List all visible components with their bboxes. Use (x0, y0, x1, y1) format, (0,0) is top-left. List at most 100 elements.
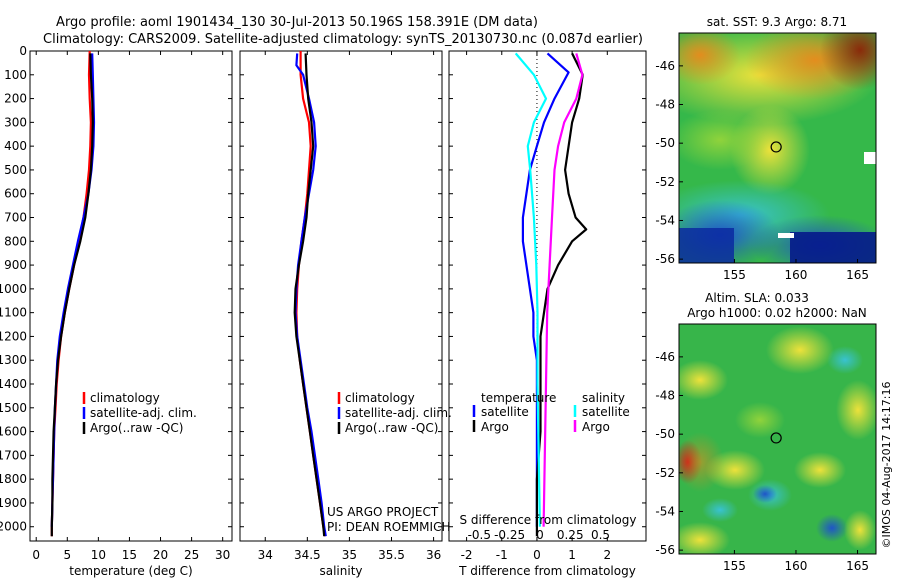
y-tick-label: 100 (4, 68, 27, 82)
sla-blob (836, 380, 876, 440)
legend-title-salinity: salinity (582, 391, 625, 405)
plot-frame (29, 50, 233, 542)
legend-label-sal-satellite: satellite (582, 405, 630, 419)
x-tick-label: 5 (63, 548, 71, 562)
salinity-panel: 34 34.5 35 35.5 36 salinity (239, 50, 443, 578)
difference-panel: -2 -1 0 1 2 -0.5 -0.25 0 0.25 0.5 T difference fro… (448, 50, 647, 578)
sla-blob (735, 402, 785, 438)
x-tick-label: 0 (533, 548, 541, 562)
x-tick-label: 35.5 (378, 548, 405, 562)
top-tick-label: 0 (536, 528, 544, 542)
lat-tick-label: -52 (655, 466, 675, 480)
series-line (50, 53, 94, 537)
lat-tick-label: -52 (655, 175, 675, 189)
sla-map-title-line1: Altim. SLA: 0.033 (705, 291, 809, 305)
x-tick-label: 25 (184, 548, 199, 562)
sla-map-title-line2: Argo h1000: 0.02 h2000: NaN (687, 306, 867, 320)
sst-mid-light (679, 110, 770, 170)
x-axis-label: salinity (319, 564, 362, 578)
sla-blob (702, 498, 738, 522)
sla-blob (679, 522, 730, 554)
top-tick-label: 0.25 (557, 528, 584, 542)
y-tick-label: 500 (4, 163, 27, 177)
lat-tick-label: -56 (655, 252, 675, 266)
sla-map-frame (678, 323, 877, 555)
sst-missing-patch (864, 152, 876, 164)
y-tick-label: 1100 (0, 306, 27, 320)
series-line (50, 53, 96, 527)
x-tick-label: 34.5 (294, 548, 321, 562)
y-tick-label: 1700 (0, 448, 27, 462)
sst-map-title: sat. SST: 9.3 Argo: 8.71 (707, 15, 847, 29)
temperature-panel: 0100200300400500600700800900100011001200… (0, 44, 233, 578)
legend-label-argo: Argo(..raw -QC) (90, 421, 183, 435)
y-tick-label: 800 (4, 234, 27, 248)
sla-blob (827, 346, 863, 374)
sla-blob (766, 326, 834, 374)
x-tick-label: 35 (342, 548, 357, 562)
series-line (293, 53, 326, 537)
y-tick-label: 0 (19, 44, 27, 58)
x-axis-label: T difference from climatology (458, 564, 636, 578)
lon-tick-label: 160 (785, 268, 808, 282)
legend-label-satellite-adj: satellite-adj. clim. (90, 406, 197, 420)
legend-label-argo: Argo(..raw -QC) (345, 421, 438, 435)
lon-tick-label: 165 (846, 268, 869, 282)
lat-tick-label: -46 (655, 59, 675, 73)
legend-label-sal-argo: Argo (582, 420, 610, 434)
salinity-legend: climatology satellite-adj. clim. Argo(..… (337, 391, 452, 435)
sst-hot-corner (820, 33, 876, 90)
sst-map-axes: 155 160 165 -46 -48 -50 -52 -54 -56 (655, 59, 869, 282)
x-tick-label: 36 (426, 548, 441, 562)
y-tick-label: 900 (4, 258, 27, 272)
legend-label-climatology: climatology (90, 391, 160, 405)
x-tick-label: 1 (568, 548, 576, 562)
series-line (514, 52, 548, 527)
y-tick-label: 1300 (0, 353, 27, 367)
lon-tick-label: 165 (846, 559, 869, 573)
plot-frame (448, 50, 647, 542)
x-tick-label: -1 (496, 548, 508, 562)
lon-tick-label: 155 (723, 268, 746, 282)
argo-position-marker (770, 141, 782, 153)
y-tick-label: 1200 (0, 329, 27, 343)
lat-tick-label: -56 (655, 543, 675, 557)
sla-blob (679, 360, 728, 400)
lon-tick-label: 155 (723, 559, 746, 573)
legend-label-temp-argo: Argo (481, 420, 509, 434)
temperature-legend: climatology satellite-adj. clim. Argo(..… (82, 391, 197, 435)
legend-label-satellite-adj: satellite-adj. clim. (345, 406, 452, 420)
legend-title-temperature: temperature (481, 391, 556, 405)
y-tick-label: 300 (4, 115, 27, 129)
credit-label: ©IMOS 04-Aug-2017 14:17:16 (880, 382, 893, 549)
top-tick-label: -0.5 (468, 528, 491, 542)
x-tick-label: 34 (258, 548, 273, 562)
figure-title-line2: Climatology: CARS2009. Satellite-adjuste… (43, 32, 643, 47)
legend-label-temp-satellite: satellite (481, 405, 529, 419)
sla-blob (753, 485, 777, 503)
x-tick-label: 0 (32, 548, 40, 562)
lat-tick-label: -48 (655, 98, 675, 112)
x-tick-label: 30 (215, 548, 230, 562)
y-tick-label: 1500 (0, 401, 27, 415)
y-tick-label: 600 (4, 187, 27, 201)
figure-title-line1: Argo profile: aoml 1901434_130 30-Jul-20… (56, 15, 538, 30)
sst-map (679, 33, 876, 263)
x-axis-label: temperature (deg C) (69, 564, 192, 578)
y-tick-label: 700 (4, 211, 27, 225)
x-tick-label: 10 (91, 548, 106, 562)
sst-cold-core-west (679, 228, 734, 263)
lat-tick-label: -54 (655, 213, 675, 227)
y-tick-label: 1800 (0, 472, 27, 486)
lon-tick-label: 160 (785, 559, 808, 573)
sla-map (679, 324, 876, 554)
x-tick-label: -2 (461, 548, 473, 562)
argo-position-marker (770, 432, 782, 444)
sla-blob (844, 510, 876, 550)
x-tick-label: 15 (122, 548, 137, 562)
sst-cold-core (790, 232, 876, 263)
sla-blob (816, 514, 848, 542)
project-line2: PI: DEAN ROEMMICH (327, 520, 450, 534)
y-tick-label: 1600 (0, 425, 27, 439)
